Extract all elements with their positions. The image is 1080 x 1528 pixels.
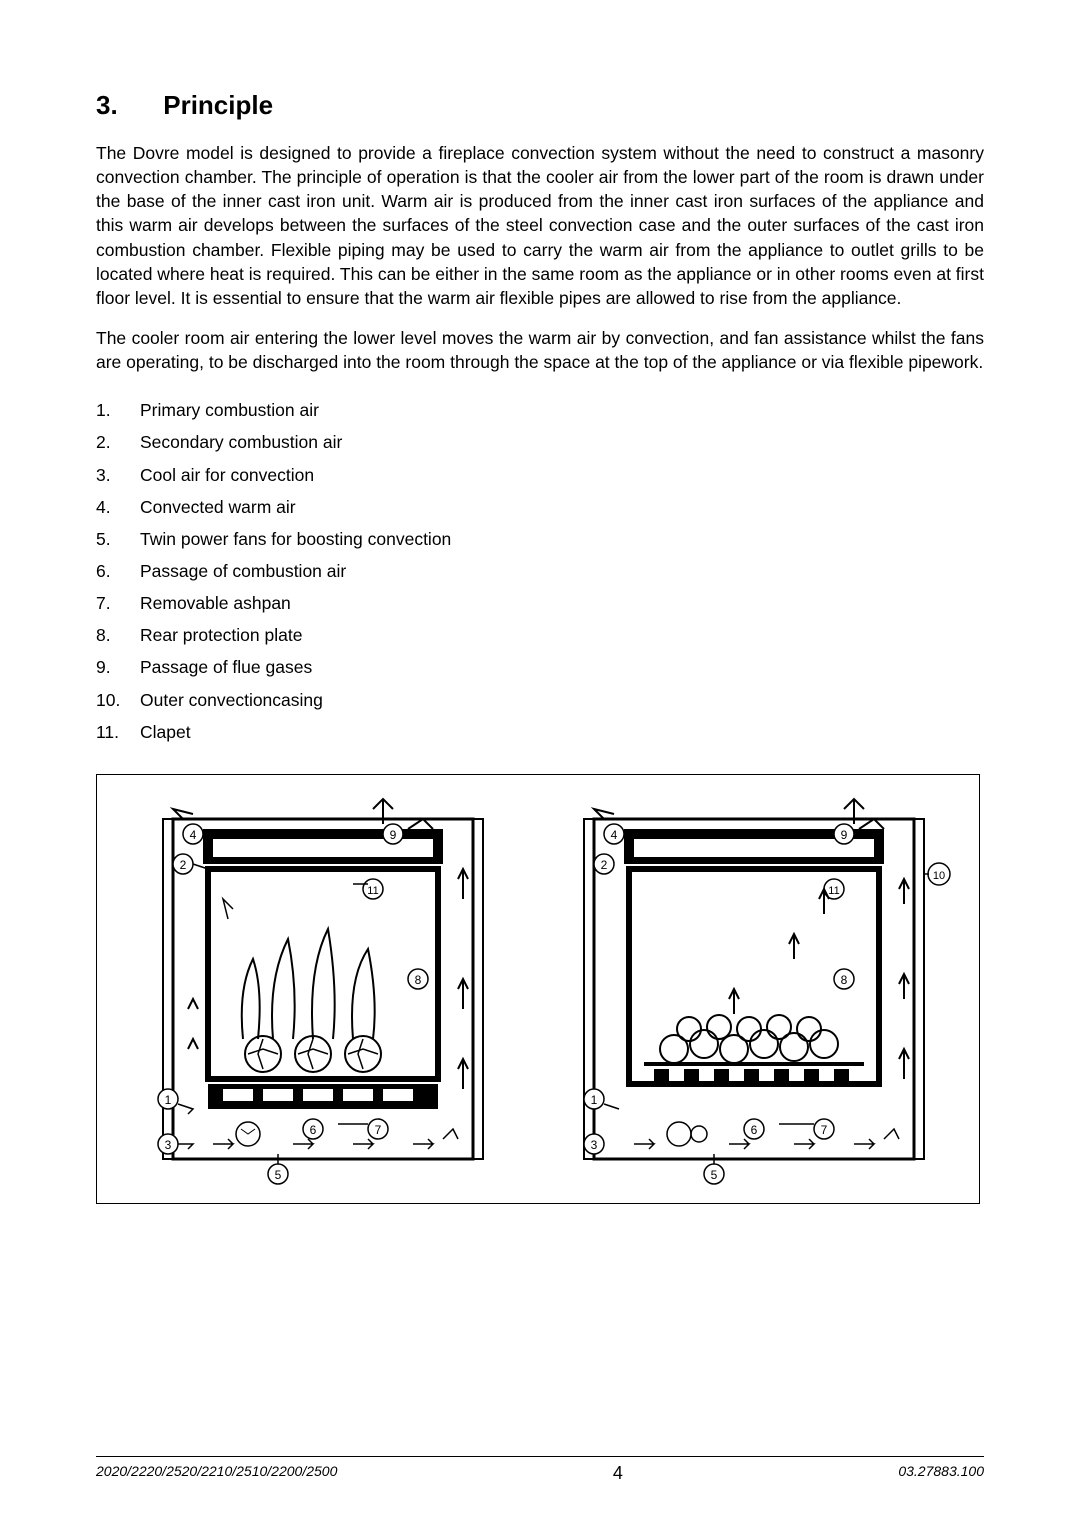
svg-text:1: 1 bbox=[164, 1093, 171, 1107]
list-text: Cool air for convection bbox=[140, 463, 984, 487]
svg-text:3: 3 bbox=[590, 1138, 597, 1152]
list-number: 3. bbox=[96, 463, 140, 487]
list-text: Secondary combustion air bbox=[140, 430, 984, 454]
list-number: 1. bbox=[96, 398, 140, 422]
list-number: 4. bbox=[96, 495, 140, 519]
svg-text:9: 9 bbox=[389, 828, 396, 842]
list-item: 4. Convected warm air bbox=[96, 495, 984, 519]
list-text: Passage of flue gases bbox=[140, 655, 984, 679]
list-text: Convected warm air bbox=[140, 495, 984, 519]
svg-text:1: 1 bbox=[590, 1093, 597, 1107]
svg-text:5: 5 bbox=[274, 1168, 281, 1182]
list-text: Twin power fans for boosting convection bbox=[140, 527, 984, 551]
svg-text:4: 4 bbox=[610, 828, 617, 842]
stove-diagram-left: 9 4 2 11 8 bbox=[113, 789, 533, 1189]
svg-text:4: 4 bbox=[189, 828, 196, 842]
list-item: 7. Removable ashpan bbox=[96, 591, 984, 615]
list-item: 2. Secondary combustion air bbox=[96, 430, 984, 454]
svg-text:11: 11 bbox=[367, 885, 378, 897]
heading-number: 3. bbox=[96, 90, 156, 121]
list-number: 10. bbox=[96, 688, 140, 712]
list-item: 11. Clapet bbox=[96, 720, 984, 744]
list-number: 9. bbox=[96, 655, 140, 679]
footer-right: 03.27883.100 bbox=[898, 1463, 984, 1484]
list-number: 8. bbox=[96, 623, 140, 647]
page-footer: 2020/2220/2520/2210/2510/2200/2500 4 03.… bbox=[96, 1456, 984, 1484]
list-number: 6. bbox=[96, 559, 140, 583]
section-heading: 3. Principle bbox=[96, 90, 984, 121]
svg-text:8: 8 bbox=[414, 973, 421, 987]
list-number: 5. bbox=[96, 527, 140, 551]
footer-left: 2020/2220/2520/2210/2510/2200/2500 bbox=[96, 1463, 337, 1484]
numbered-list: 1. Primary combustion air 2. Secondary c… bbox=[96, 398, 984, 744]
list-item: 1. Primary combustion air bbox=[96, 398, 984, 422]
list-item: 8. Rear protection plate bbox=[96, 623, 984, 647]
svg-text:2: 2 bbox=[600, 858, 607, 872]
list-text: Passage of combustion air bbox=[140, 559, 984, 583]
svg-text:11: 11 bbox=[828, 885, 839, 897]
list-item: 3. Cool air for convection bbox=[96, 463, 984, 487]
svg-text:6: 6 bbox=[750, 1123, 757, 1137]
svg-text:8: 8 bbox=[840, 973, 847, 987]
list-text: Clapet bbox=[140, 720, 984, 744]
svg-text:9: 9 bbox=[840, 828, 847, 842]
svg-text:2: 2 bbox=[179, 858, 186, 872]
footer-page-number: 4 bbox=[613, 1463, 623, 1484]
list-number: 7. bbox=[96, 591, 140, 615]
list-text: Removable ashpan bbox=[140, 591, 984, 615]
svg-text:10: 10 bbox=[932, 870, 944, 882]
stove-diagram-right: 9 4 2 10 11 8 bbox=[544, 789, 964, 1189]
list-number: 2. bbox=[96, 430, 140, 454]
diagram-container: 9 4 2 11 8 bbox=[96, 774, 980, 1204]
svg-text:7: 7 bbox=[820, 1123, 827, 1137]
list-text: Primary combustion air bbox=[140, 398, 984, 422]
list-item: 5. Twin power fans for boosting convecti… bbox=[96, 527, 984, 551]
svg-text:6: 6 bbox=[309, 1123, 316, 1137]
paragraph-1: The Dovre model is designed to provide a… bbox=[96, 141, 984, 310]
svg-text:5: 5 bbox=[710, 1168, 717, 1182]
svg-text:7: 7 bbox=[374, 1123, 381, 1137]
list-item: 10. Outer convectioncasing bbox=[96, 688, 984, 712]
list-number: 11. bbox=[96, 720, 140, 744]
svg-text:3: 3 bbox=[164, 1138, 171, 1152]
list-text: Rear protection plate bbox=[140, 623, 984, 647]
list-item: 9. Passage of flue gases bbox=[96, 655, 984, 679]
paragraph-2: The cooler room air entering the lower l… bbox=[96, 326, 984, 374]
heading-title: Principle bbox=[163, 90, 273, 120]
list-text: Outer convectioncasing bbox=[140, 688, 984, 712]
list-item: 6. Passage of combustion air bbox=[96, 559, 984, 583]
